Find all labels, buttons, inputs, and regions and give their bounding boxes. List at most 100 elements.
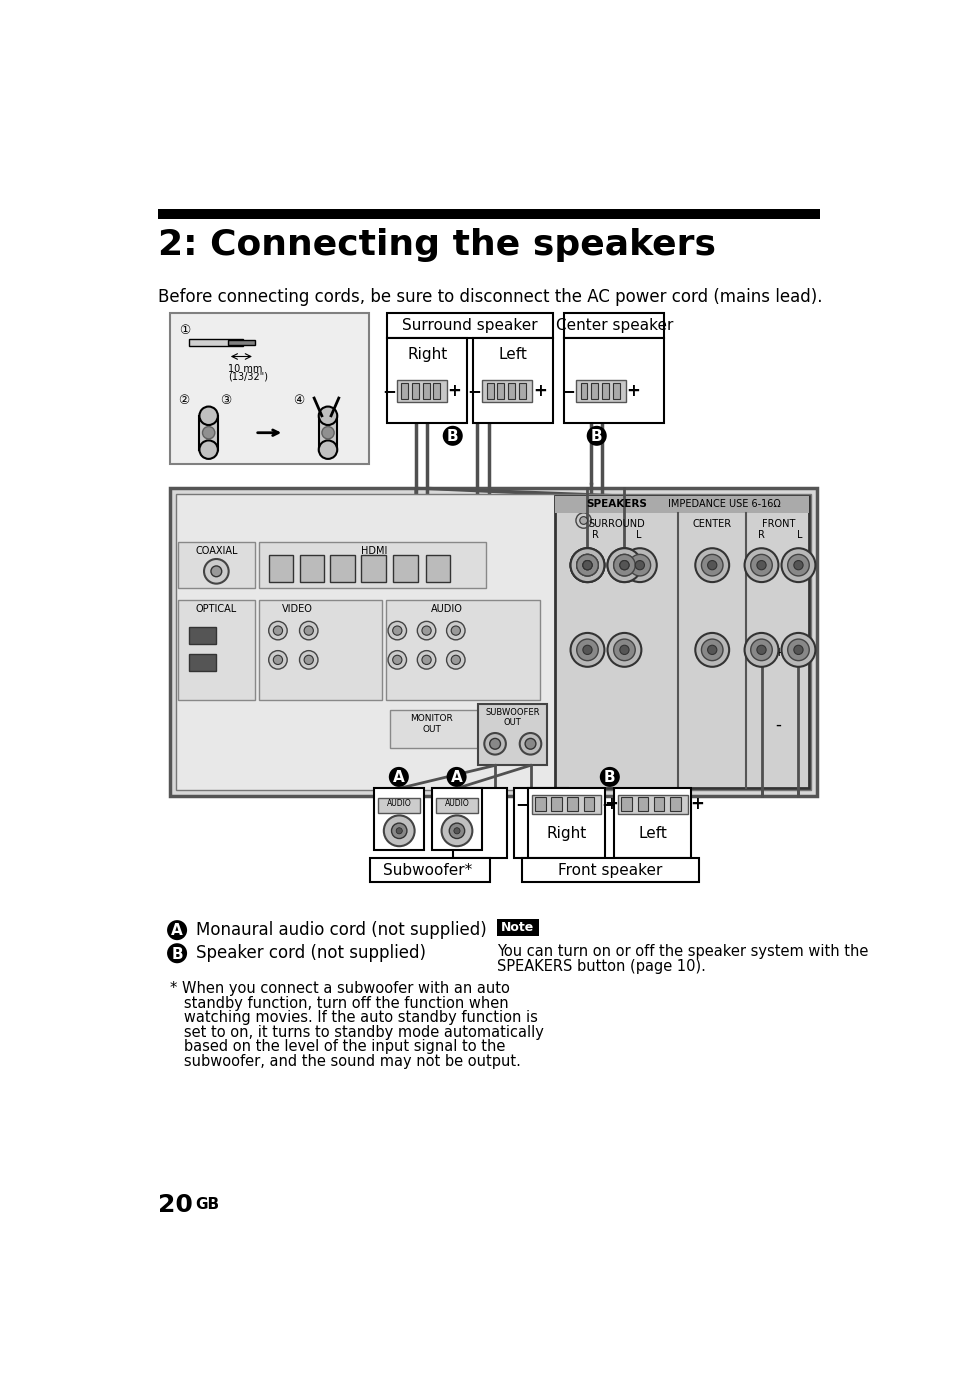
Bar <box>518 383 525 398</box>
Text: Center speaker: Center speaker <box>556 319 673 334</box>
Text: Right: Right <box>546 825 586 840</box>
Circle shape <box>622 548 656 582</box>
Bar <box>299 555 324 582</box>
Circle shape <box>582 560 592 570</box>
Bar <box>618 795 687 814</box>
Text: L: L <box>797 530 801 540</box>
Bar <box>170 489 816 796</box>
Bar <box>425 555 450 582</box>
Text: A: A <box>450 770 462 785</box>
Bar <box>508 383 515 398</box>
Bar <box>385 600 539 700</box>
Circle shape <box>743 548 778 582</box>
Text: Subwoofer*: Subwoofer* <box>383 862 473 877</box>
Circle shape <box>449 822 464 839</box>
Bar <box>580 383 587 398</box>
Text: +: + <box>626 382 640 400</box>
Circle shape <box>613 555 635 575</box>
Bar <box>387 338 467 423</box>
Text: watching movies. If the auto standby function is: watching movies. If the auto standby fun… <box>170 1011 537 1026</box>
Circle shape <box>393 626 401 636</box>
Bar <box>412 383 418 398</box>
Text: SURROUND: SURROUND <box>588 519 644 529</box>
Bar <box>497 920 538 936</box>
Text: VIDEO: VIDEO <box>281 604 313 614</box>
Text: A: A <box>393 770 404 785</box>
Bar <box>567 796 578 811</box>
Circle shape <box>389 768 409 787</box>
Text: SUBWOOFER: SUBWOOFER <box>485 708 539 717</box>
Bar <box>620 796 632 811</box>
Text: Front speaker: Front speaker <box>558 862 661 877</box>
Bar <box>177 542 254 588</box>
Text: GB: GB <box>194 1196 218 1211</box>
Bar <box>564 338 664 423</box>
Bar <box>601 383 608 398</box>
Circle shape <box>388 622 406 640</box>
Text: −: − <box>515 795 528 813</box>
Circle shape <box>211 566 221 577</box>
Circle shape <box>628 555 650 575</box>
Bar <box>433 383 440 398</box>
Bar <box>555 496 808 512</box>
Text: MONITOR: MONITOR <box>410 714 453 722</box>
Circle shape <box>577 638 598 660</box>
Circle shape <box>269 651 287 669</box>
Bar <box>258 600 381 700</box>
Circle shape <box>570 633 604 667</box>
Circle shape <box>707 645 716 655</box>
Text: +: + <box>447 382 460 400</box>
Circle shape <box>274 626 282 636</box>
Bar <box>396 380 446 402</box>
Bar <box>612 383 619 398</box>
Bar <box>535 796 545 811</box>
Text: IMPEDANCE USE 6-16Ω: IMPEDANCE USE 6-16Ω <box>667 500 781 509</box>
Circle shape <box>607 633 640 667</box>
Circle shape <box>269 622 287 640</box>
Bar <box>370 858 489 883</box>
Circle shape <box>202 427 214 439</box>
Circle shape <box>582 560 592 570</box>
Text: +: + <box>532 382 546 400</box>
Bar <box>228 341 254 345</box>
Text: Left: Left <box>638 825 667 840</box>
Circle shape <box>570 548 604 582</box>
Text: +: + <box>772 647 783 659</box>
Bar <box>432 788 481 850</box>
Bar <box>177 600 254 700</box>
Text: OPTICAL: OPTICAL <box>195 604 236 614</box>
Circle shape <box>391 822 407 839</box>
Text: Left: Left <box>497 347 527 362</box>
Bar <box>374 788 424 850</box>
Circle shape <box>416 622 436 640</box>
Text: AUDIO: AUDIO <box>444 799 469 809</box>
Bar <box>190 626 216 644</box>
Circle shape <box>446 651 464 669</box>
Text: 20: 20 <box>157 1193 193 1216</box>
Circle shape <box>793 560 802 570</box>
Text: ③: ③ <box>220 394 232 408</box>
Circle shape <box>607 548 640 582</box>
Text: R: R <box>758 530 764 540</box>
Text: B: B <box>446 430 458 443</box>
Circle shape <box>321 427 334 439</box>
Bar <box>576 380 625 402</box>
Bar <box>473 338 552 423</box>
Text: Surround speaker: Surround speaker <box>402 319 537 334</box>
Bar <box>400 383 408 398</box>
Circle shape <box>446 768 466 787</box>
Circle shape <box>695 548 728 582</box>
Bar <box>318 416 336 450</box>
Text: B: B <box>172 946 183 961</box>
Circle shape <box>619 645 628 655</box>
Circle shape <box>318 406 336 426</box>
Text: CENTER: CENTER <box>692 519 731 529</box>
Text: −: − <box>467 382 480 400</box>
Text: 2: Connecting the speakers: 2: Connecting the speakers <box>157 228 715 262</box>
Text: +: + <box>611 647 621 659</box>
Circle shape <box>743 633 778 667</box>
Text: L: L <box>635 530 640 540</box>
Bar <box>497 383 504 398</box>
Circle shape <box>579 516 587 524</box>
Bar <box>551 796 561 811</box>
